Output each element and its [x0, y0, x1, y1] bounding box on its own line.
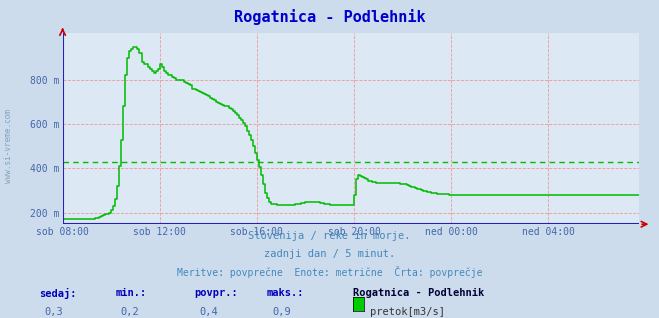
Text: www.si-vreme.com: www.si-vreme.com [4, 109, 13, 183]
Text: povpr.:: povpr.: [194, 288, 238, 298]
Text: Meritve: povprečne  Enote: metrične  Črta: povprečje: Meritve: povprečne Enote: metrične Črta:… [177, 266, 482, 279]
Text: Rogatnica - Podlehnik: Rogatnica - Podlehnik [353, 288, 484, 298]
Text: min.:: min.: [115, 288, 146, 298]
Text: pretok[m3/s]: pretok[m3/s] [370, 307, 445, 317]
Text: 0,2: 0,2 [121, 307, 139, 317]
Text: zadnji dan / 5 minut.: zadnji dan / 5 minut. [264, 249, 395, 259]
Text: Rogatnica - Podlehnik: Rogatnica - Podlehnik [234, 9, 425, 25]
Text: 0,9: 0,9 [272, 307, 291, 317]
Text: sedaj:: sedaj: [40, 288, 77, 299]
Text: Slovenija / reke in morje.: Slovenija / reke in morje. [248, 231, 411, 240]
Text: maks.:: maks.: [267, 288, 304, 298]
Text: 0,4: 0,4 [200, 307, 218, 317]
Text: 0,3: 0,3 [45, 307, 63, 317]
